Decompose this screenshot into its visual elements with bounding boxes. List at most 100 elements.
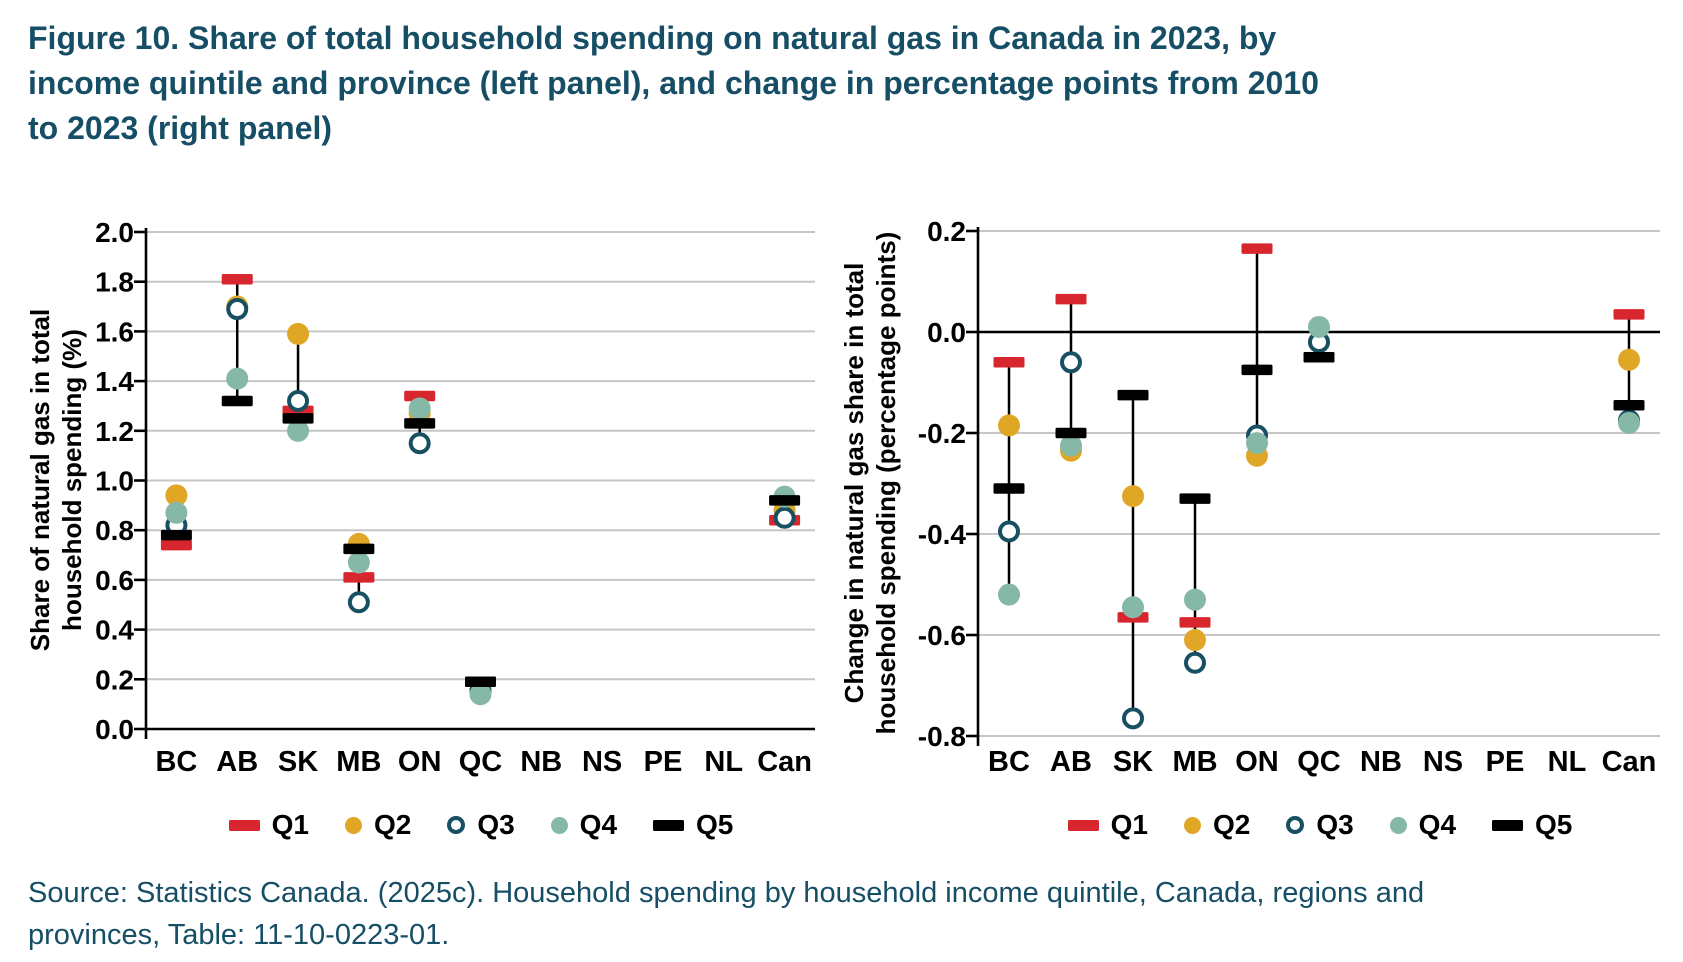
left-x-label-qc: QC: [459, 746, 503, 778]
right-marker-q4-can: [1618, 411, 1640, 434]
right-x-label-mb: MB: [1172, 746, 1217, 778]
right-marker-q5-sk: [1117, 389, 1149, 401]
right-marker-q1-on: [1241, 243, 1273, 254]
left-x-label-pe: PE: [644, 746, 683, 778]
right-marker-q2-sk: [1122, 485, 1144, 508]
left-marker-q3-ab: [226, 298, 249, 321]
right-marker-q5-mb: [1179, 493, 1211, 504]
right-y-tick-label: -0.2: [918, 418, 966, 449]
right-marker-q3-ab: [1060, 351, 1082, 374]
left-x-label-sk: SK: [278, 746, 318, 778]
legend-label-q3: Q3: [477, 809, 515, 840]
legend-label-q2: Q2: [1212, 809, 1251, 840]
legend-label-q5: Q5: [696, 809, 734, 840]
legend-item-q2: Q2: [344, 809, 412, 841]
left-marker-q1-ab: [221, 273, 253, 285]
legend-item-q1: Q1: [1067, 809, 1148, 841]
right-marker-q3-mb: [1184, 651, 1206, 674]
left-marker-q1-mb: [343, 572, 375, 583]
right-y-tick-label: 0.2: [927, 216, 966, 247]
left-marker-q3-can: [773, 506, 796, 529]
left-x-label-nl: NL: [704, 746, 743, 778]
left-marker-q5-on: [404, 418, 436, 429]
legend-item-q3: Q3: [447, 809, 515, 841]
right-y-tick-label: -0.6: [918, 620, 966, 651]
q4-marker-icon: [550, 816, 568, 834]
left-x-label-nb: NB: [520, 746, 562, 778]
right-marker-q4-ab: [1060, 434, 1082, 457]
figure-title-line-1: Figure 10. Share of total household spen…: [28, 20, 1277, 56]
legend-label-q2: Q2: [373, 809, 412, 840]
left-marker-q5-bc: [160, 529, 192, 541]
left-y-tick-label: 2.0: [95, 217, 134, 248]
figure-title-line-3: to 2023 (right panel): [28, 110, 333, 146]
left-y-tick-label: 0.0: [95, 714, 134, 745]
q4-marker-icon: [1389, 816, 1407, 834]
source-note-line-2: provinces, Table: 11-10-0223-01.: [28, 919, 450, 951]
figure-title-line-2: income quintile and province (left panel…: [28, 65, 1319, 101]
right-marker-q4-mb: [1184, 588, 1206, 611]
right-x-label-ns: NS: [1423, 746, 1463, 778]
right-x-label-on: ON: [1235, 746, 1279, 778]
left-y-tick-label: 0.8: [95, 515, 134, 546]
right-x-label-qc: QC: [1297, 746, 1341, 778]
q3-marker-icon: [447, 816, 466, 834]
left-y-tick-label: 0.4: [95, 615, 134, 646]
left-y-tick-label: 1.8: [95, 267, 134, 298]
left-y-tick-label: 1.4: [95, 366, 134, 397]
q2-marker-icon: [1183, 816, 1201, 834]
right-marker-q2-can: [1618, 348, 1640, 371]
legend-label-q1: Q1: [271, 809, 309, 840]
legend-item-q1: Q1: [228, 809, 309, 841]
legend-item-q5: Q5: [653, 809, 733, 841]
right-marker-q1-can: [1613, 309, 1645, 320]
legend-label-q3: Q3: [1316, 809, 1354, 840]
left-x-label-ns: NS: [582, 746, 622, 778]
right-marker-q1-ab: [1055, 293, 1087, 305]
right-y-tick-label: -0.8: [918, 721, 966, 752]
right-marker-q4-bc: [998, 583, 1020, 606]
right-y-tick-label: -0.4: [918, 519, 967, 550]
right-marker-q4-on: [1246, 432, 1268, 455]
left-x-label-ab: AB: [216, 746, 258, 778]
left-y-tick-label: 1.2: [95, 416, 134, 447]
right-y-tick-label: 0.0: [927, 317, 966, 348]
left-marker-q4-bc: [165, 501, 188, 524]
left-marker-q1-on: [404, 390, 436, 402]
left-marker-q3-mb: [347, 591, 370, 614]
left-marker-q3-on: [408, 432, 431, 455]
q3-marker-icon: [1286, 816, 1305, 834]
right-marker-q5-on: [1241, 364, 1273, 376]
right-marker-q3-bc: [998, 520, 1020, 543]
left-legend: Q1 Q2 Q3 Q4 Q5: [146, 803, 816, 847]
right-marker-q5-ab: [1055, 427, 1087, 439]
legend-label-q5: Q5: [1535, 809, 1573, 840]
left-marker-q5-qc: [465, 676, 496, 688]
right-marker-q5-can: [1613, 399, 1645, 411]
left-marker-q4-on: [408, 397, 431, 420]
legend-label-q4: Q4: [579, 809, 618, 840]
left-marker-q5-mb: [343, 543, 375, 555]
left-marker-q4-ab: [226, 367, 249, 390]
right-marker-q4-sk: [1122, 596, 1144, 619]
left-marker-q4-sk: [287, 419, 310, 442]
right-marker-q2-mb: [1184, 629, 1206, 652]
q2-marker-icon: [344, 816, 362, 834]
source-note: Source: Statistics Canada. (2025c). Hous…: [28, 872, 1658, 956]
left-x-label-mb: MB: [336, 746, 381, 778]
right-x-label-nb: NB: [1360, 746, 1402, 778]
q5-marker-icon: [653, 819, 685, 831]
legend-item-q5: Q5: [1492, 809, 1572, 841]
q5-marker-icon: [1492, 819, 1524, 831]
left-x-label-can: Can: [757, 746, 812, 778]
right-marker-q5-qc: [1303, 352, 1335, 363]
left-marker-q2-bc: [165, 484, 188, 507]
left-marker-q2-sk: [287, 322, 310, 345]
left-marker-q5-can: [769, 495, 801, 506]
right-marker-q3-sk: [1122, 707, 1144, 730]
right-legend: Q1 Q2 Q3 Q4 Q5: [980, 803, 1660, 847]
left-x-label-on: ON: [398, 746, 442, 778]
legend-label-q4: Q4: [1418, 809, 1457, 840]
